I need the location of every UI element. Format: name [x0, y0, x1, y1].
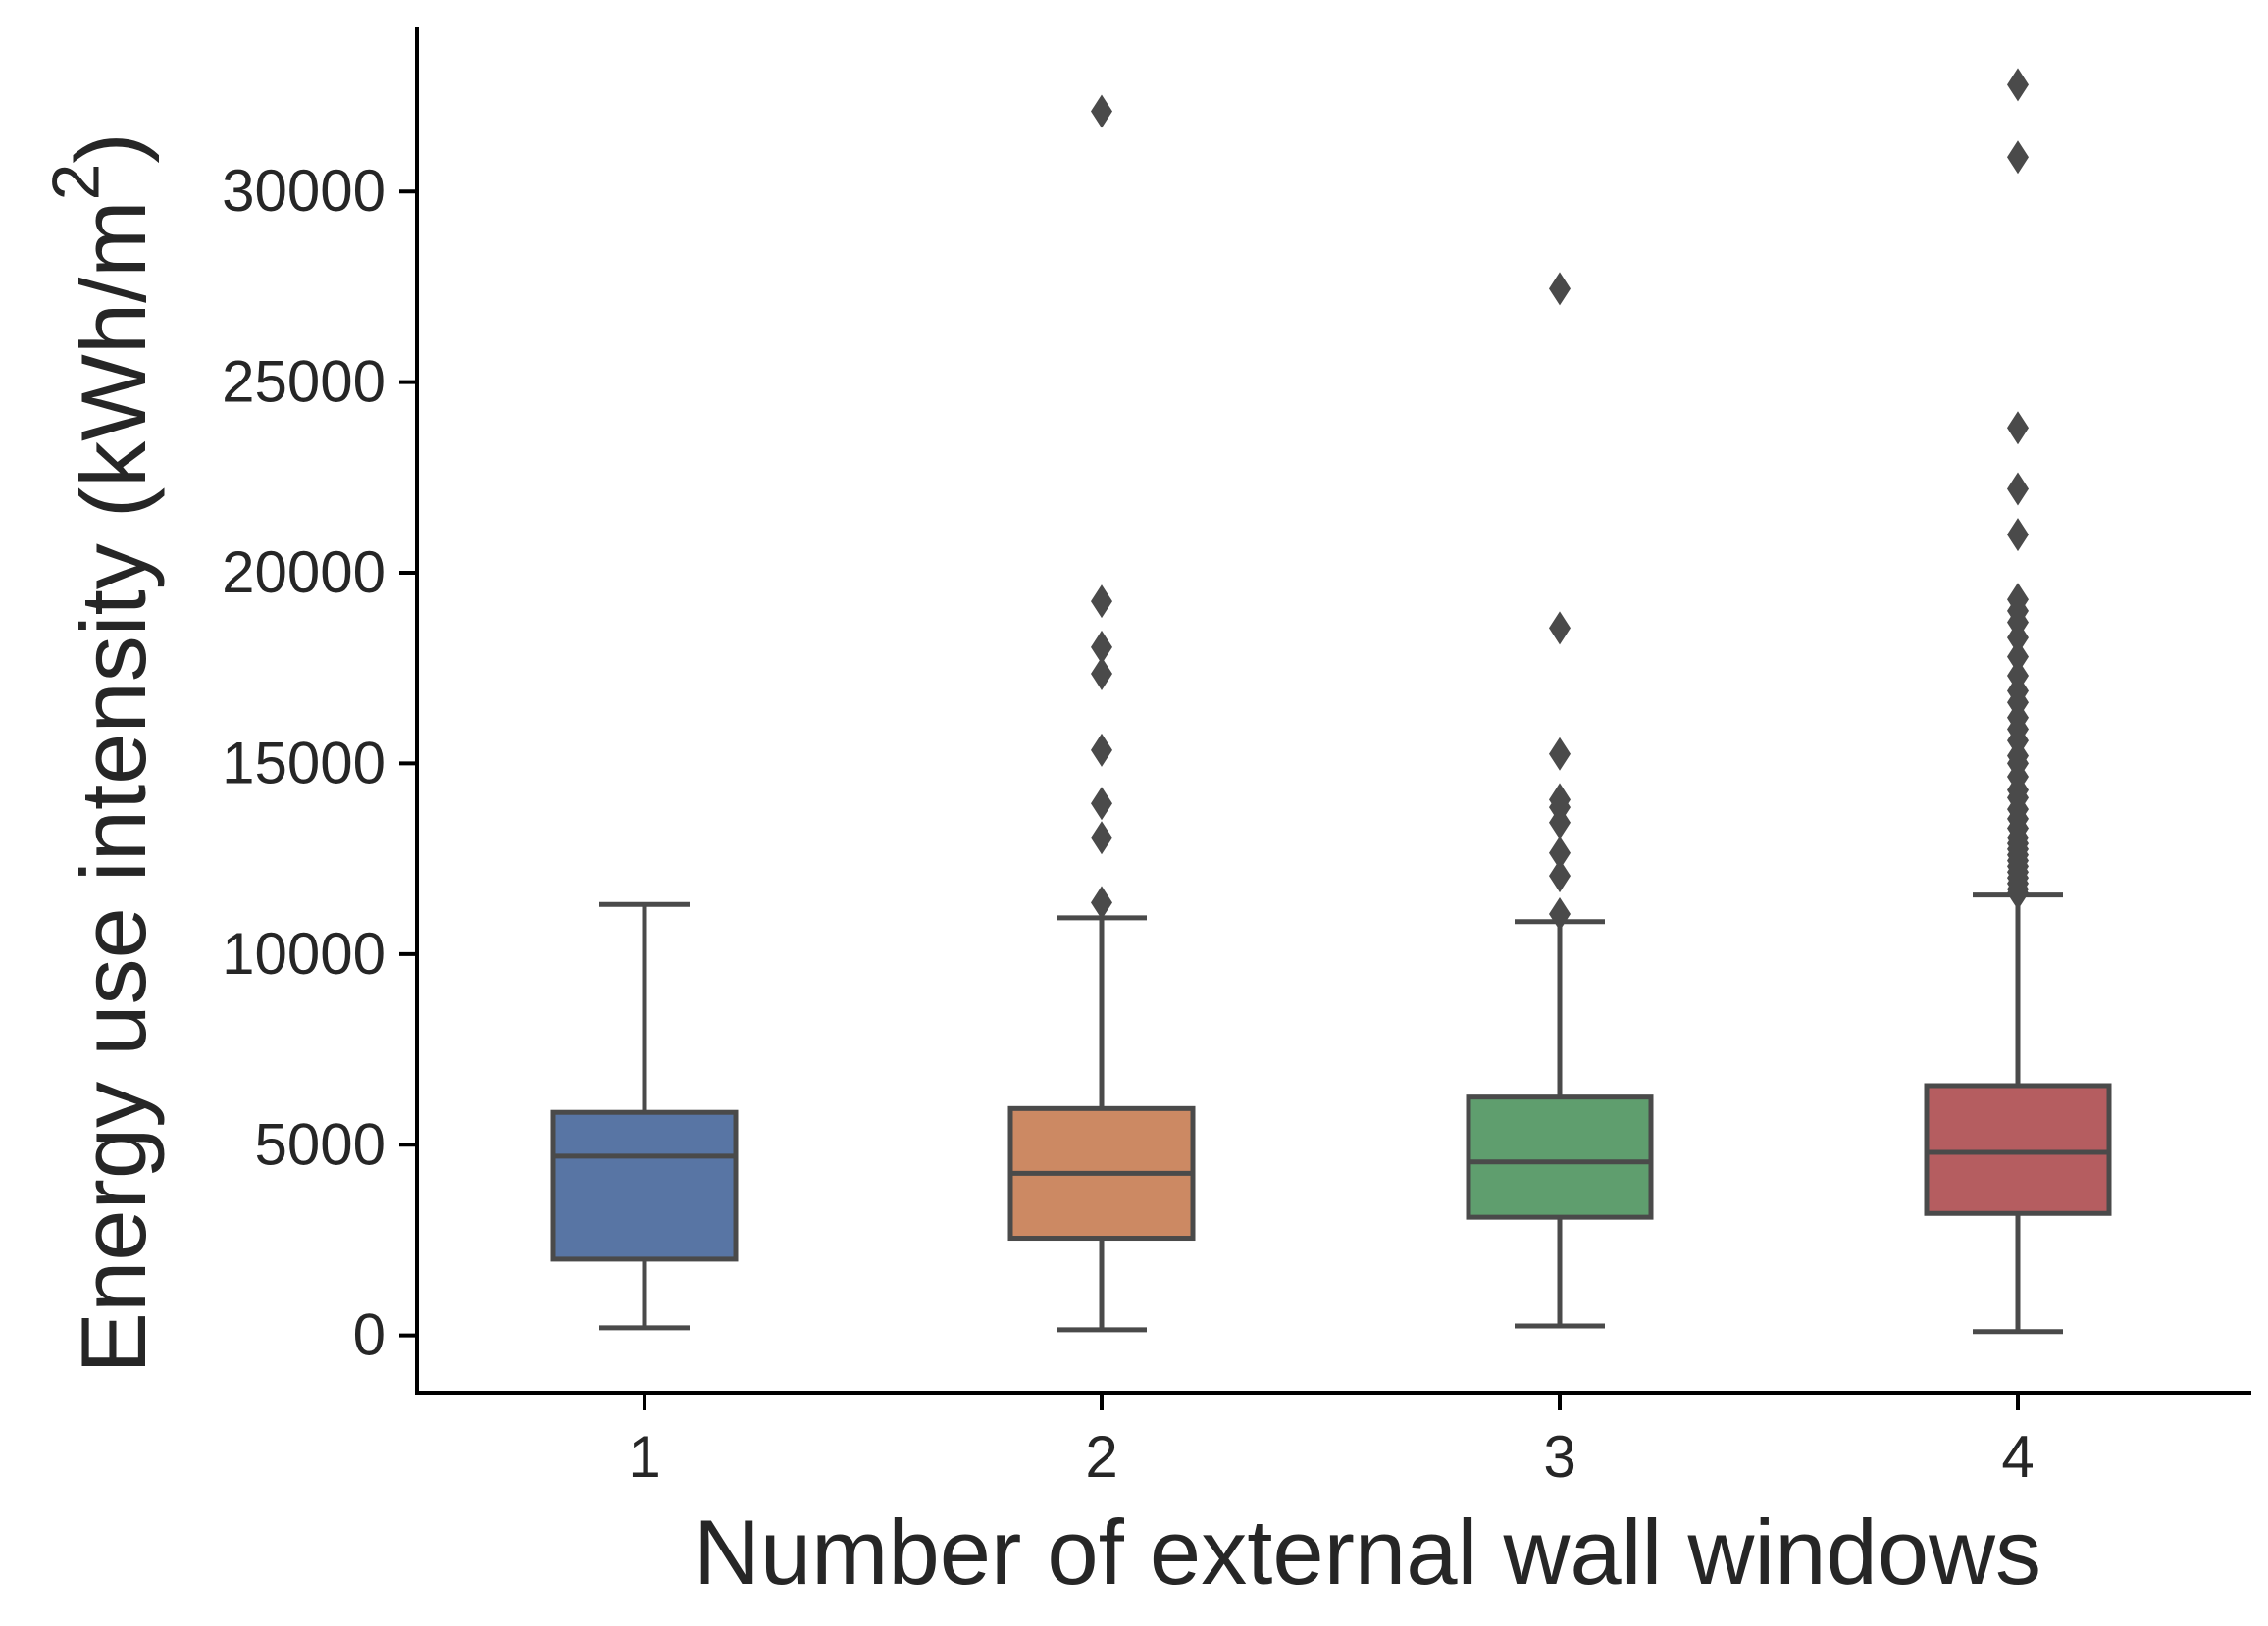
outlier-point [1549, 611, 1571, 645]
x-tick-label: 3 [1543, 1424, 1575, 1490]
y-axis-label-main: Energy use intensity (kWh/m [62, 200, 165, 1373]
outlier-point [1091, 584, 1112, 619]
y-tick-label: 15000 [222, 730, 386, 795]
box-group-1 [550, 901, 739, 1331]
box-group-4 [1924, 68, 2112, 1335]
outlier-point [2007, 639, 2029, 674]
box-group-2 [1007, 94, 1196, 1333]
y-tick-label: 10000 [222, 921, 386, 987]
plot-area [550, 68, 2112, 1335]
outlier-point [2007, 583, 2029, 617]
outlier-point [2007, 140, 2029, 175]
outlier-point [1549, 897, 1571, 932]
y-axis-label-superscript: 2 [38, 164, 113, 201]
outlier-point [1549, 783, 1571, 817]
outlier-point [1091, 787, 1112, 821]
x-tick-label: 1 [628, 1424, 660, 1490]
y-tick-label: 0 [353, 1302, 386, 1368]
outlier-point [2007, 68, 2029, 102]
outlier-point [1549, 859, 1571, 893]
outlier-point [1549, 737, 1571, 771]
outlier-point [1549, 272, 1571, 306]
outlier-point [2007, 472, 2029, 506]
outlier-point [2007, 659, 2029, 693]
axes: 0 5000 10000 15000 20000 25000 30000 1 2 3 4 [222, 27, 2251, 1490]
y-tick-label: 5000 [255, 1111, 386, 1177]
y-axis-label-close: ) [57, 132, 160, 163]
outlier-point [1091, 886, 1112, 920]
outlier-point [1091, 630, 1112, 664]
y-tick-label: 30000 [222, 158, 386, 224]
box-group-3 [1466, 272, 1654, 1329]
outlier-point [2007, 411, 2029, 445]
y-tick-label: 20000 [222, 539, 386, 605]
x-tick-label: 2 [1085, 1424, 1117, 1490]
y-tick-label: 25000 [222, 349, 386, 415]
y-axis-label: Energy use intensity (kWh/m2) [38, 132, 165, 1373]
outlier-point [1091, 821, 1112, 855]
box-iqr [1924, 1083, 2112, 1216]
box-iqr [550, 1109, 739, 1262]
x-tick-label: 4 [2001, 1424, 2034, 1490]
outlier-point [1091, 657, 1112, 691]
outlier-point [1091, 94, 1112, 128]
outlier-point [1549, 836, 1571, 870]
x-axis-label: Number of external wall windows [694, 1500, 2041, 1603]
outlier-point [2007, 518, 2029, 552]
box-iqr [1466, 1094, 1654, 1220]
outlier-point [1091, 733, 1112, 767]
